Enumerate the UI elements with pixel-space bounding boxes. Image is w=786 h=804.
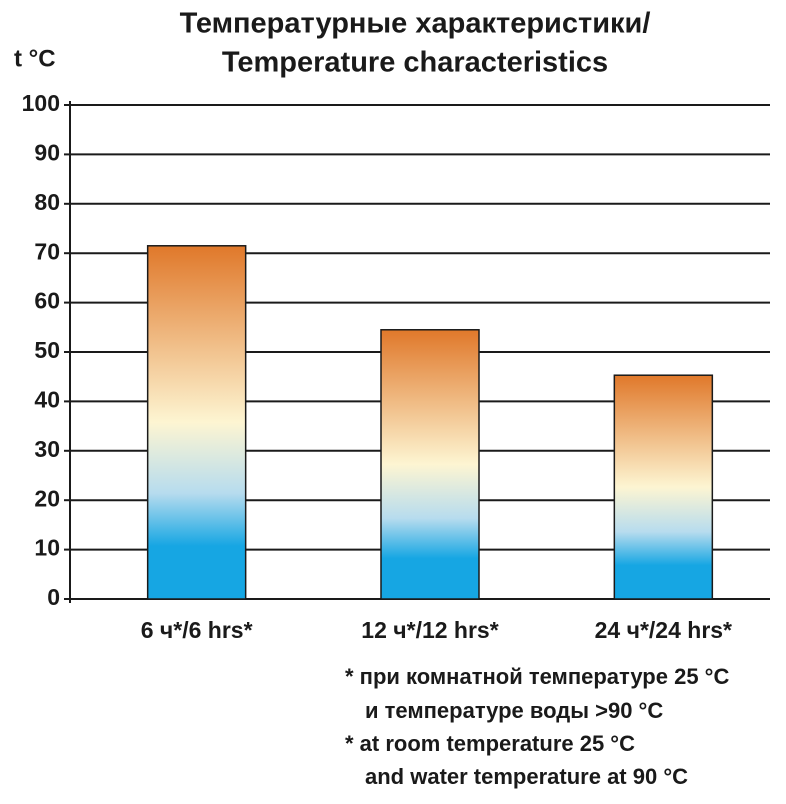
- footnote: and water temperature at 90 °C: [365, 764, 688, 789]
- bar: [146, 245, 247, 600]
- bar: [380, 329, 480, 600]
- y-axis-label: t °C: [14, 45, 56, 72]
- y-tick-label: 0: [47, 584, 60, 610]
- y-tick-label: 50: [34, 337, 60, 363]
- y-tick-label: 40: [34, 386, 60, 412]
- x-tick-label: 24 ч*/24 hrs*: [595, 617, 732, 643]
- footnote: * при комнатной температуре 25 °C: [345, 664, 729, 689]
- y-tick-label: 60: [34, 288, 60, 314]
- y-tick-label: 30: [34, 436, 60, 462]
- y-tick-label: 90: [34, 139, 60, 165]
- x-tick-label: 6 ч*/6 hrs*: [141, 617, 253, 643]
- bar: [613, 374, 714, 600]
- footnote: и температуре воды >90 °C: [365, 698, 663, 723]
- chart-title: Температурные характеристики/: [180, 8, 651, 40]
- y-tick-label: 80: [34, 189, 60, 215]
- y-tick-label: 70: [34, 238, 60, 264]
- footnote: * at room temperature 25 °C: [345, 731, 635, 756]
- y-tick-label: 20: [34, 485, 60, 511]
- chart-title: Temperature characteristics: [222, 47, 608, 79]
- y-tick-label: 10: [34, 535, 60, 561]
- y-tick-label: 100: [22, 90, 60, 116]
- x-tick-label: 12 ч*/12 hrs*: [361, 617, 498, 643]
